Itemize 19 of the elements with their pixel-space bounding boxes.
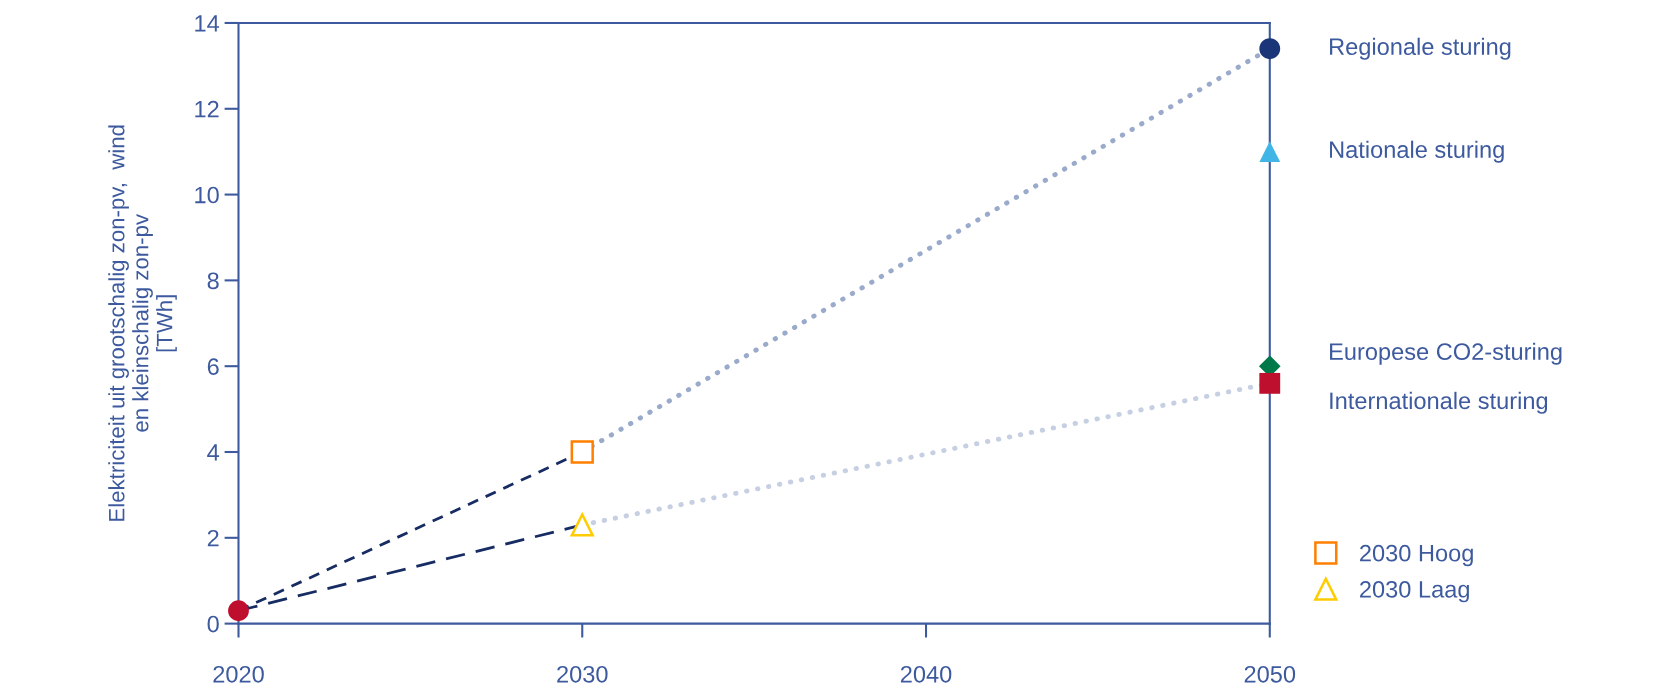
y-tick-label: 10 [195, 186, 219, 204]
y-tick-label: 8 [207, 272, 219, 290]
y-tick-label: 4 [207, 444, 220, 461]
legend-label: 2030 Laag [1360, 580, 1469, 603]
y-tick-label: 12 [195, 100, 219, 118]
text: Nationale sturing [1330, 140, 1504, 163]
y-axis-title: Elektriciteit uit grootschalig zon-pv, wind en kleinschalig zon-pv [TWh] [108, 125, 177, 521]
text: Internationale sturing [1330, 391, 1548, 414]
y-tick-label: 2 [207, 529, 219, 547]
text: Europese CO2-sturing [1330, 342, 1562, 365]
x-tick-label: 2020 [213, 665, 264, 683]
text: Regionale sturing [1330, 37, 1511, 60]
legend-label: 2030 Hoog [1360, 544, 1473, 567]
y-tick-label: 14 [195, 15, 220, 32]
y-tick-label: 6 [207, 358, 219, 375]
y-tick-label: 0 [207, 615, 219, 633]
x-tick-label: 2030 [557, 665, 608, 683]
x-tick-label: 2040 [900, 665, 952, 683]
x-tick-label: 2050 [1244, 665, 1296, 683]
